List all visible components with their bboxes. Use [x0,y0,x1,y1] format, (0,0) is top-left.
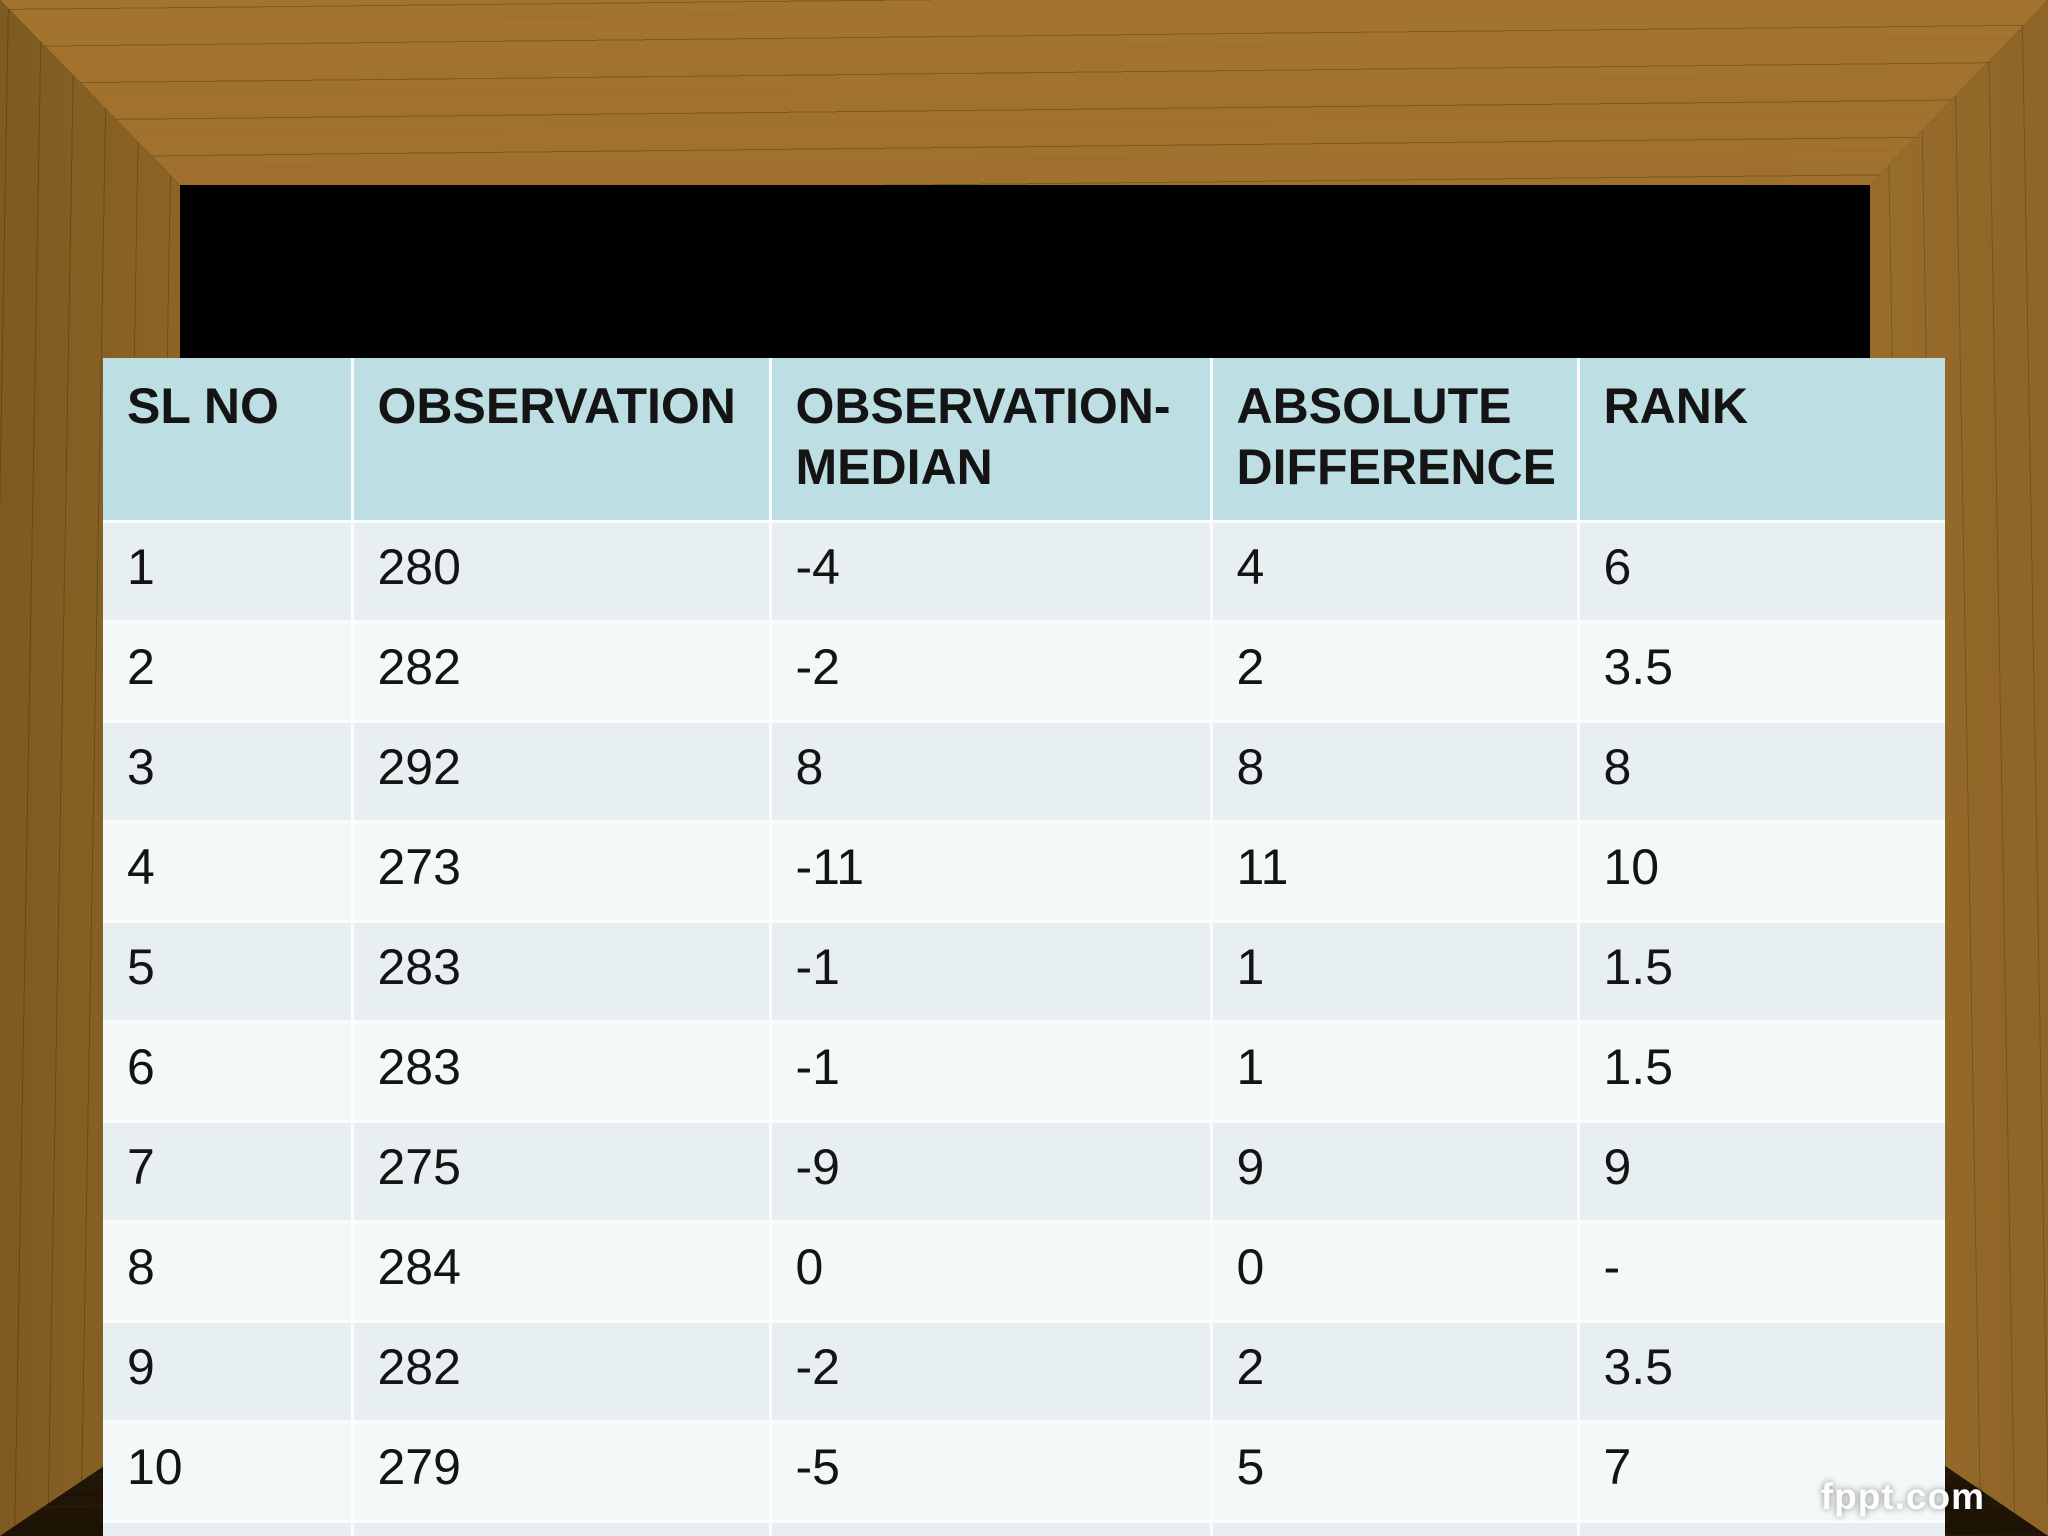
table-cell: 5 [1576,1520,1945,1536]
table-cell: 282 [350,620,770,722]
table-cell: 284 [350,1220,770,1322]
table-cell: -9 [768,1120,1211,1222]
column-header-absolute-difference: ABSOLUTE DIFFERENCE [1209,358,1578,522]
table-cell: 1.5 [1576,920,1945,1022]
table-cell: 283 [350,1020,770,1122]
table-row: 1 280 -4 4 6 [103,520,1945,622]
table-row: 7 275 -9 9 9 [103,1120,1945,1222]
table-cell: -1 [768,920,1211,1022]
table-cell: 4 [103,820,352,922]
table-cell: 279 [350,1420,770,1522]
table-cell: -5 [768,1420,1211,1522]
table-cell: 7 [1576,1420,1945,1522]
table-cell: 9 [103,1320,352,1422]
table-row: 11281-335 [103,1520,1945,1536]
table-cell: 3.5 [1576,620,1945,722]
column-header-observation-median: OBSERVATION-MEDIAN [768,358,1211,522]
observations-table: SL NO OBSERVATION OBSERVATION-MEDIAN ABS… [103,358,1945,1536]
table-cell: 6 [103,1020,352,1122]
table-cell: 11 [103,1520,352,1536]
table-row: 3 292 8 8 8 [103,720,1945,822]
table-cell: 3 [1209,1520,1578,1536]
table-cell: 9 [1209,1120,1578,1222]
table-cell: 1 [1209,920,1578,1022]
table-cell: -1 [768,1020,1211,1122]
fppt-watermark: fppt.com [1820,1476,1985,1517]
table-cell: 283 [350,920,770,1022]
table-row: 2 282 -2 2 3.5 [103,620,1945,722]
column-header-observation: OBSERVATION [350,358,770,522]
table-row: 9 282 -2 2 3.5 [103,1320,1945,1422]
table-row: 8 284 0 0- [103,1220,1945,1322]
table-cell: 292 [350,720,770,822]
table-cell: 281 [350,1520,770,1536]
table-cell: 8 [1209,720,1578,822]
table-cell: 2 [1209,620,1578,722]
table-cell: 0 [768,1220,1211,1322]
table-cell: 0 [1209,1220,1578,1322]
table-cell: 6 [1576,520,1945,622]
table-cell: 8 [768,720,1211,822]
table-cell: 1.5 [1576,1020,1945,1122]
table-cell: -2 [768,620,1211,722]
table-cell: 11 [1209,820,1578,922]
header-row: SL NO OBSERVATION OBSERVATION-MEDIAN ABS… [103,358,1945,522]
table-row: 10 279 -5 5 7 [103,1420,1945,1522]
table-cell: 10 [103,1420,352,1522]
table-cell: 7 [103,1120,352,1222]
table-cell: 8 [1576,720,1945,822]
table-cell: 1 [103,520,352,622]
table-body: 1 280 -4 4 6 2 282 -2 2 3.5 3 292 8 8 8 4 273 -11 11 10 5 283… [103,520,1945,1536]
table-cell: 2 [1209,1320,1578,1422]
table-cell: 273 [350,820,770,922]
table-cell: -4 [768,520,1211,622]
table-cell: 3.5 [1576,1320,1945,1422]
column-header-rank: RANK [1576,358,1945,522]
table-cell: 4 [1209,520,1578,622]
table-cell: 1 [1209,1020,1578,1122]
table-cell: -2 [768,1320,1211,1422]
table-cell: 280 [350,520,770,622]
table-cell: 3 [103,720,352,822]
table-cell: 5 [103,920,352,1022]
table-cell: 2 [103,620,352,722]
table-cell: 9 [1576,1120,1945,1222]
table-cell: 5 [1209,1420,1578,1522]
table-row: 5 283 -1 1 1.5 [103,920,1945,1022]
table-cell: 10 [1576,820,1945,922]
table-cell: 275 [350,1120,770,1222]
column-header-sl-no: SL NO [103,358,352,522]
table-cell: -3 [768,1520,1211,1536]
table-cell: 8 [103,1220,352,1322]
table-row: 4 273 -11 11 10 [103,820,1945,922]
table-header: SL NO OBSERVATION OBSERVATION-MEDIAN ABS… [103,358,1945,522]
table-cell: - [1576,1220,1945,1322]
table-cell: 282 [350,1320,770,1422]
table-cell: -11 [768,820,1211,922]
table-row: 6 283 -1 1 1.5 [103,1020,1945,1122]
